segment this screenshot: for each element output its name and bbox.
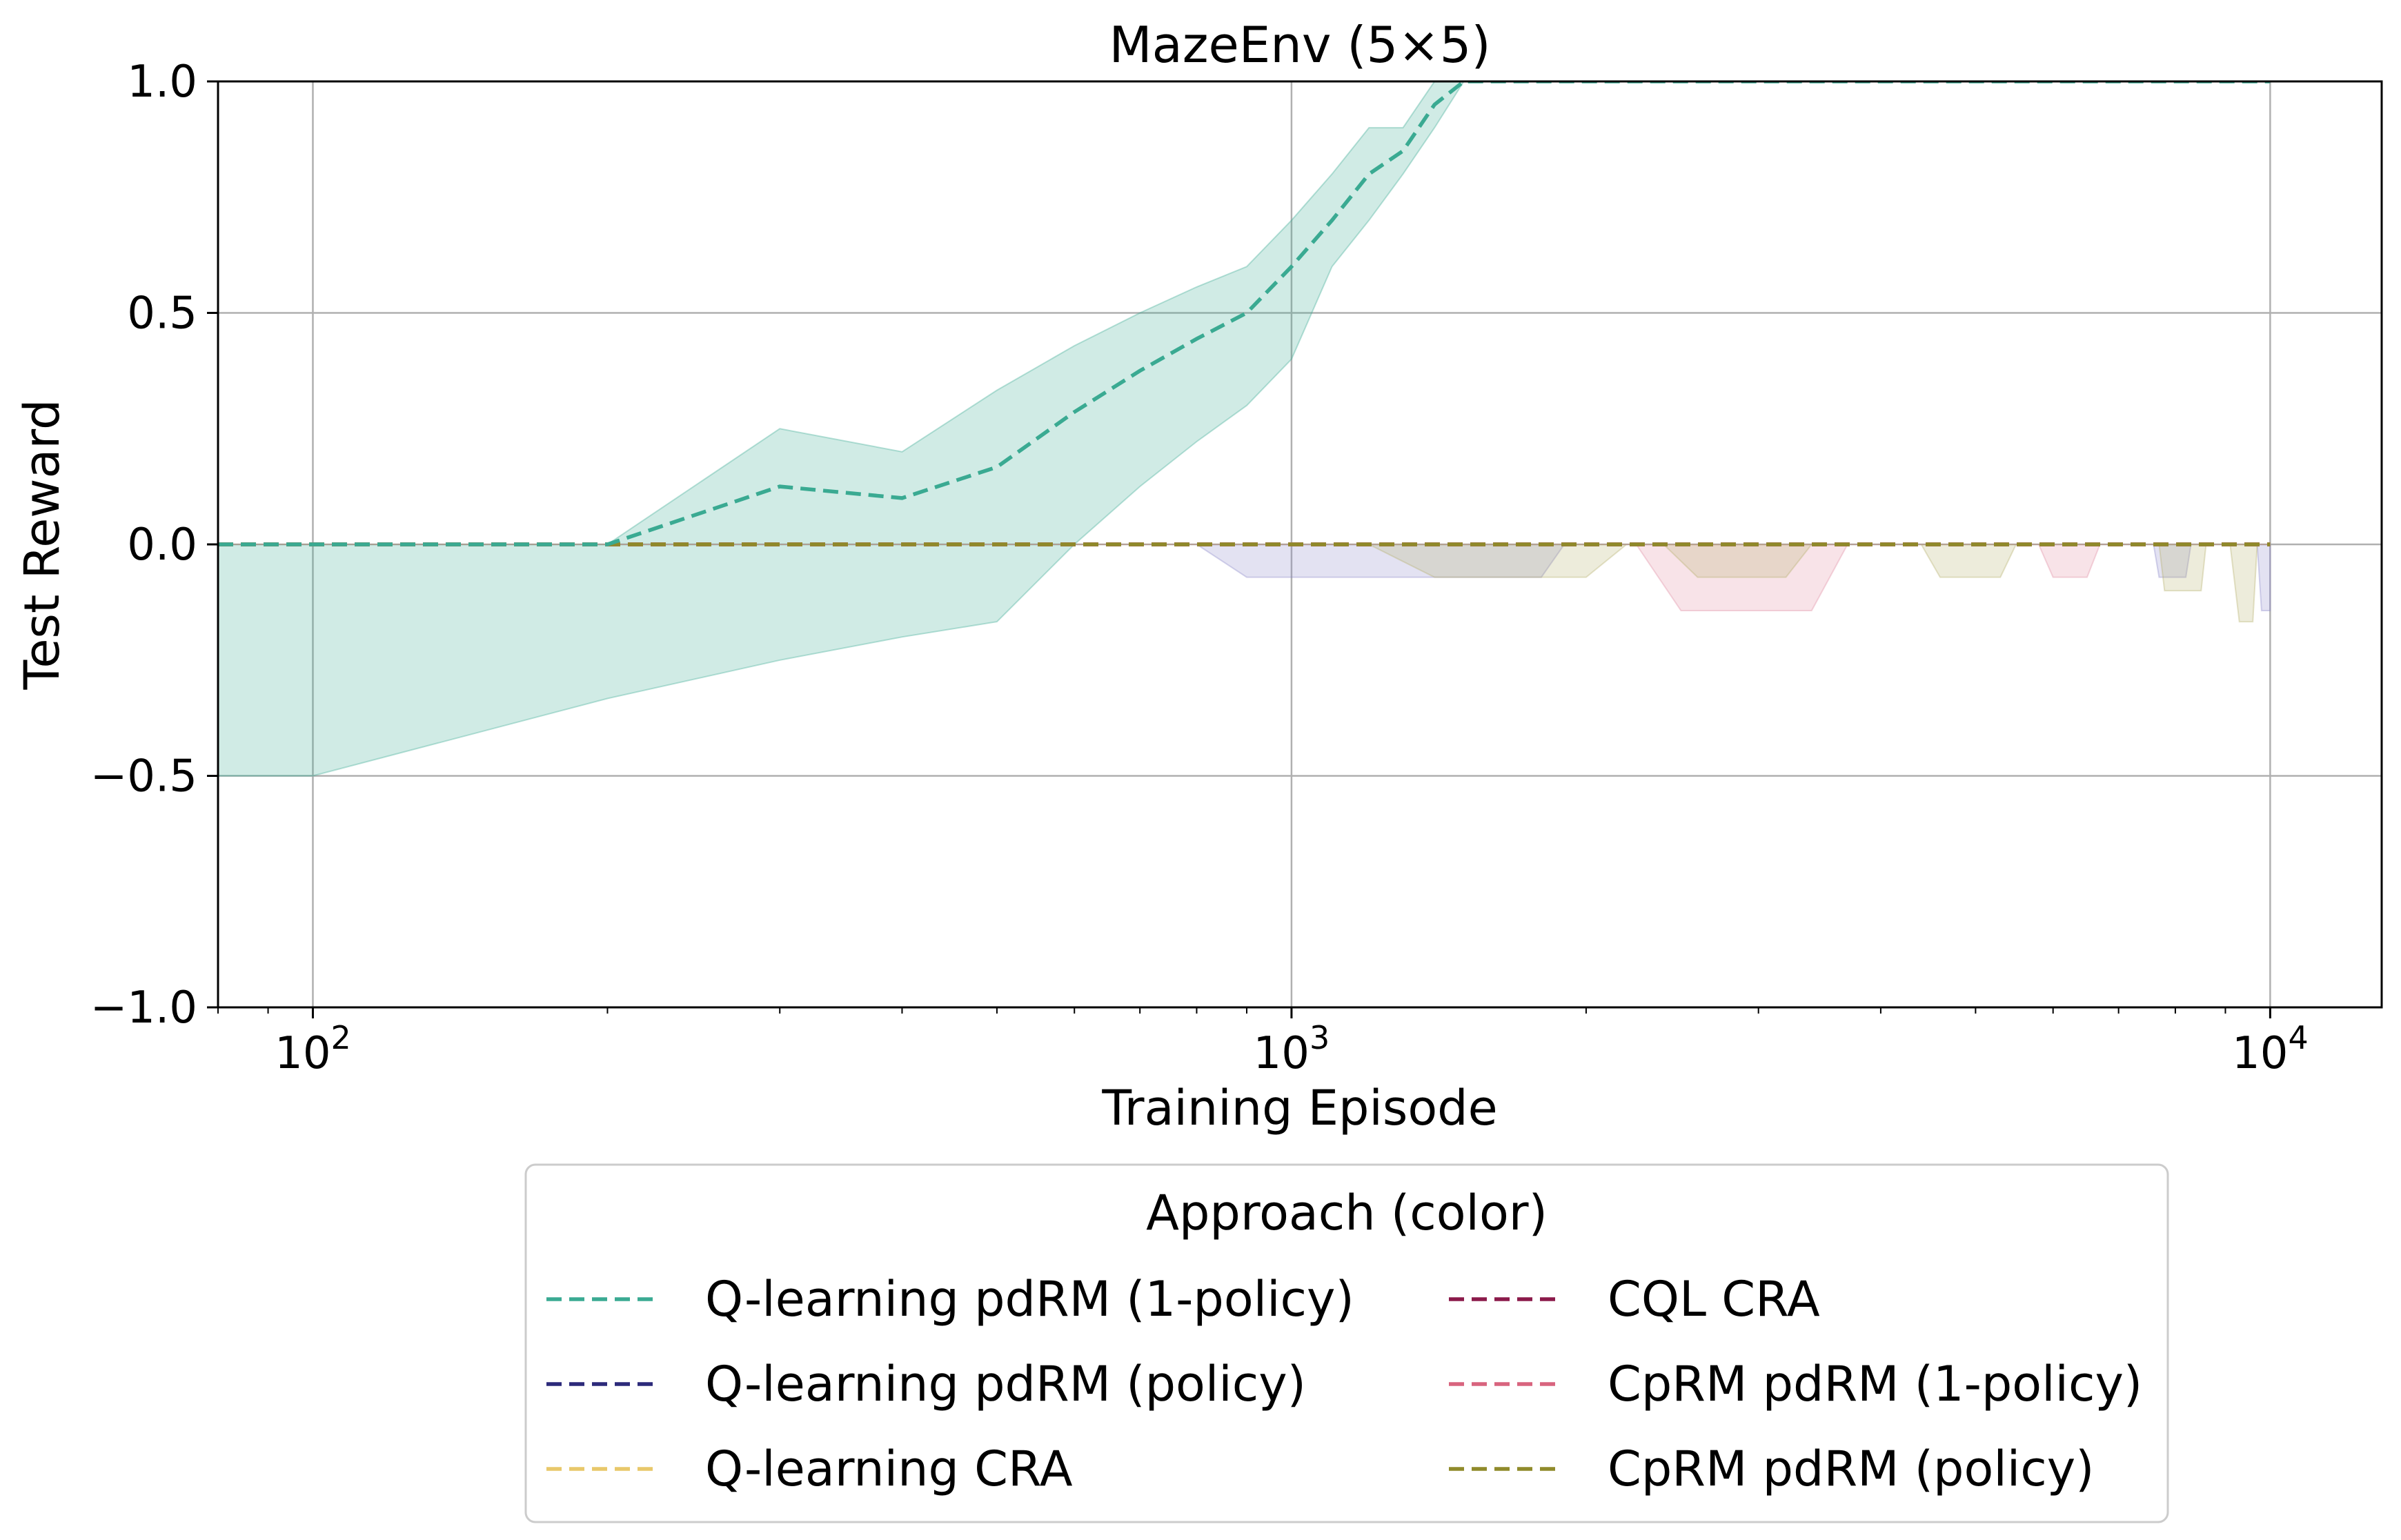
legend-item: Q-learning pdRM (1-policy): [546, 1271, 1354, 1327]
legend-box: [524, 1163, 2169, 1523]
legend: Approach (color) Q-learning pdRM (1-poli…: [524, 1163, 2169, 1523]
y-tick-label: 1.0: [127, 57, 197, 108]
chart-title: MazeEnv (5×5): [1109, 16, 1490, 74]
x-axis-ticks: 102 103 104: [217, 1007, 2309, 1079]
series-lines: [218, 81, 2271, 546]
legend-label: Q-learning pdRM (policy): [705, 1356, 1306, 1412]
x-tick-label: 104: [2232, 1019, 2309, 1079]
legend-label: CpRM pdRM (policy): [1608, 1441, 2094, 1497]
confidence-band: [218, 544, 2271, 611]
legend-items: Q-learning pdRM (1-policy) Q-learning pdR…: [546, 1271, 2142, 1497]
x-tick-label: 103: [1254, 1019, 1330, 1079]
y-tick-label: −0.5: [90, 751, 197, 802]
series-line: [218, 81, 2271, 546]
legend-item: Q-learning pdRM (policy): [546, 1356, 1306, 1412]
legend-label: Q-learning CRA: [705, 1441, 1073, 1497]
legend-item: CpRM pdRM (policy): [1449, 1441, 2094, 1497]
y-axis-title: Test Reward: [14, 399, 70, 691]
legend-label: CpRM pdRM (1-policy): [1608, 1356, 2142, 1412]
legend-title: Approach (color): [1146, 1185, 1548, 1241]
confidence-bands: [218, 81, 2271, 777]
x-axis-title: Training Episode: [1101, 1080, 1497, 1136]
y-tick-label: 0.5: [127, 288, 197, 339]
confidence-band: [218, 544, 2271, 611]
legend-item: Q-learning CRA: [546, 1441, 1073, 1497]
y-axis-ticks: 1.0 0.5 0.0 −0.5 −1.0: [90, 57, 218, 1034]
confidence-band: [218, 544, 2271, 623]
legend-item: CpRM pdRM (1-policy): [1449, 1356, 2142, 1412]
y-tick-label: −1.0: [90, 983, 197, 1034]
legend-label: CQL CRA: [1608, 1271, 1820, 1327]
legend-label: Q-learning pdRM (1-policy): [705, 1271, 1354, 1327]
confidence-band: [218, 81, 2271, 777]
y-tick-label: 0.0: [127, 520, 197, 571]
legend-item: CQL CRA: [1449, 1271, 1820, 1327]
x-tick-label: 102: [275, 1019, 351, 1079]
